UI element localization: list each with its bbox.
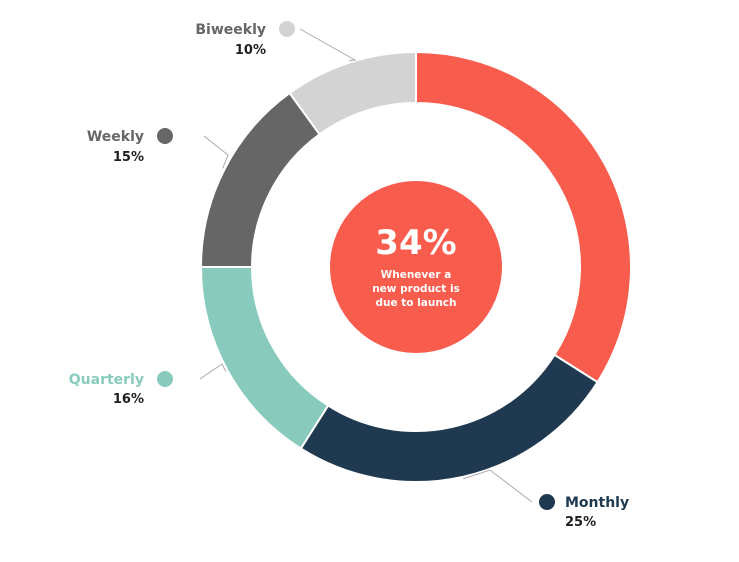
leader-line-monthly [463, 469, 533, 503]
leader-line-quarterly [199, 363, 227, 380]
legend-dot-weekly [157, 128, 173, 144]
label-weekly: Weekly [87, 129, 144, 145]
leader-line-biweekly [299, 28, 357, 62]
center-highlight-disc [330, 181, 502, 353]
legend-dot-quarterly [157, 371, 173, 387]
slice-weekly [199, 91, 321, 268]
label-monthly: Monthly [565, 495, 629, 511]
value-monthly: 25% [565, 515, 596, 530]
slice-slice-0 [415, 50, 632, 384]
center-caption-line-2: new product is [372, 283, 460, 295]
label-biweekly: Biweekly [195, 22, 266, 38]
labels-group: Monthly 25% Quarterly 16% Weekly 15% Biweekly 1… [69, 21, 629, 530]
center-value: 34% [375, 223, 456, 263]
center-caption-line-1: Whenever a [381, 269, 452, 281]
legend-dot-biweekly [279, 21, 295, 37]
value-quarterly: 16% [113, 392, 144, 407]
leaders-group [199, 28, 533, 503]
slice-quarterly [199, 266, 330, 450]
slice-monthly [299, 353, 599, 483]
leader-line-weekly [203, 135, 229, 169]
center-caption-line-3: due to launch [376, 297, 457, 309]
legend-dot-monthly [539, 494, 555, 510]
label-quarterly: Quarterly [69, 372, 144, 388]
slice-biweekly [288, 50, 417, 136]
slices-group [199, 50, 632, 483]
value-biweekly: 10% [235, 43, 266, 58]
value-weekly: 15% [113, 150, 144, 165]
